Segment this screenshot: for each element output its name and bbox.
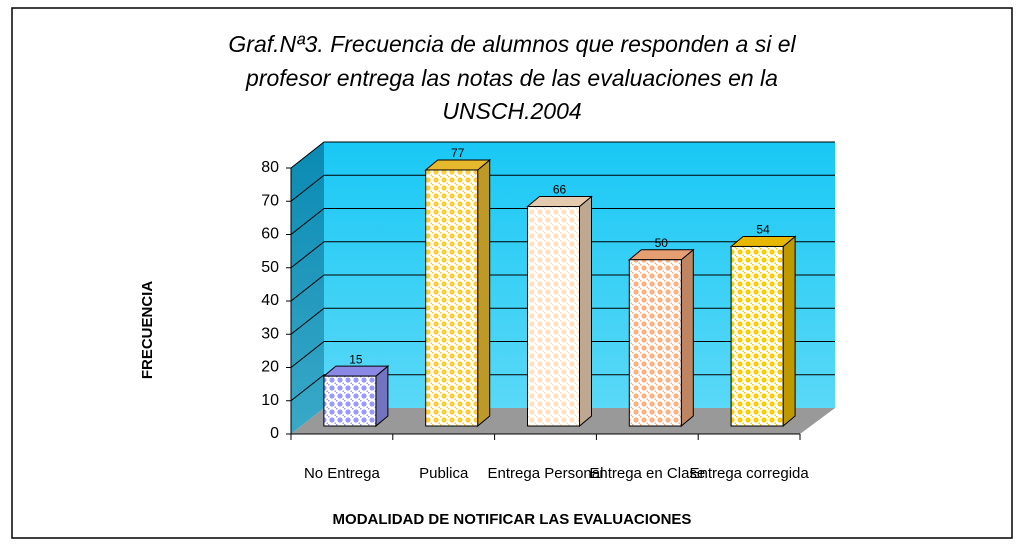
value-label: 54	[756, 223, 770, 237]
grid-line	[290, 141, 835, 169]
grid-line	[290, 174, 835, 202]
bar	[628, 259, 682, 427]
x-tick-label: Entrega en Clase	[589, 465, 705, 482]
bar-side	[477, 158, 491, 428]
bar-top	[526, 196, 593, 208]
y-tick-label: 20	[261, 359, 279, 376]
y-tick-label: 30	[261, 325, 279, 342]
bar-top	[424, 159, 492, 171]
chart-title: Graf.Nª3. Frecuencia de alumnos que resp…	[228, 31, 796, 57]
y-tick-label: 0	[270, 425, 279, 442]
value-label: 15	[349, 352, 363, 366]
x-tick-label: No Entrega	[304, 465, 381, 482]
value-label: 66	[553, 183, 567, 197]
y-tick-label: 80	[261, 159, 279, 176]
value-label: 50	[655, 236, 669, 250]
x-tick-label: Publica	[419, 465, 469, 482]
bar	[730, 245, 784, 427]
bar-side	[579, 195, 592, 428]
y-tick-label: 10	[261, 392, 279, 409]
bar	[527, 206, 580, 427]
bar-side	[680, 248, 694, 428]
y-tick-label: 50	[261, 259, 279, 276]
bar-side	[782, 235, 796, 428]
bar	[323, 375, 377, 427]
value-label: 77	[451, 146, 465, 160]
grid-line	[290, 241, 835, 269]
bar-top	[322, 365, 390, 377]
y-tick-label: 40	[261, 292, 279, 309]
chart-title: profesor entrega las notas de las evalua…	[245, 65, 778, 91]
bar	[425, 169, 479, 427]
x-tick-label: Entrega Personal	[488, 465, 604, 482]
bar-top	[729, 235, 797, 247]
chart-title: UNSCH.2004	[442, 98, 581, 124]
x-axis-title: MODALIDAD DE NOTIFICAR LAS EVALUACIONES	[333, 511, 692, 528]
x-tick-label: Entrega corregida	[689, 465, 809, 482]
grid-line	[290, 208, 835, 235]
y-axis-title: FRECUENCIA	[139, 281, 156, 380]
bar-top	[627, 249, 695, 261]
y-tick-label: 70	[261, 192, 279, 209]
y-tick-label: 60	[261, 226, 279, 243]
